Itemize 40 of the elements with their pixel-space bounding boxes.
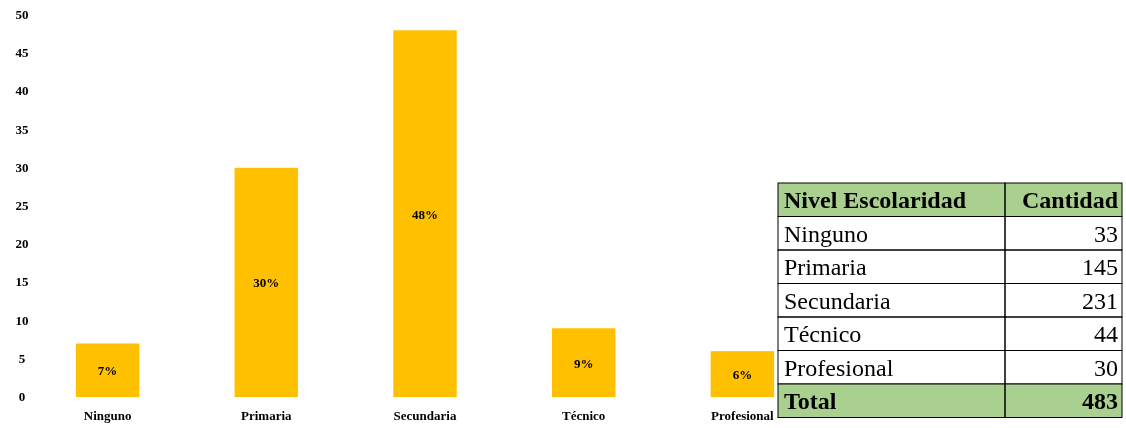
bar [393, 30, 457, 397]
y-tick-label: 50 [15, 7, 29, 22]
data-label: 48% [412, 206, 438, 222]
annotation: Total [784, 388, 837, 414]
data-label: 30% [253, 275, 280, 291]
y-tick-label: 20 [15, 236, 29, 252]
x-tick-label: Ninguno [83, 408, 132, 423]
data-label: 33 [1094, 220, 1118, 247]
bar [75, 343, 140, 397]
data-label: 44 [1094, 321, 1118, 347]
y-tick-label: 15 [15, 274, 29, 290]
x-tick-label: Técnico [562, 408, 606, 423]
data-label: 7% [97, 363, 118, 379]
y-tick-label: 35 [15, 121, 29, 137]
x-tick-label: Secundaria [393, 408, 457, 423]
bar [234, 167, 299, 397]
y-tick-label: 0 [18, 389, 26, 404]
x-tick-label: Primaria [241, 408, 293, 423]
category-label: Ninguno [784, 220, 868, 247]
y-tick-label: 5 [18, 350, 26, 366]
annotation: Nivel Escolaridad [784, 187, 967, 213]
text: 483 [1082, 388, 1118, 414]
y-tick-label: 10 [15, 312, 29, 328]
bar [551, 328, 616, 397]
data-label: 9% [573, 355, 594, 371]
y-tick-label: 30 [15, 159, 29, 175]
y-tick-label: 45 [15, 45, 29, 61]
data-label: 6% [732, 367, 753, 383]
data-label: 30 [1094, 354, 1118, 381]
y-tick-label: 25 [15, 198, 29, 213]
category-label: Secundaria [784, 287, 891, 314]
data-label: 145 [1082, 254, 1118, 280]
category-label: Profesional [784, 354, 894, 381]
text: Cantidad [1021, 187, 1119, 213]
bar [710, 351, 775, 397]
y-tick-label: 40 [15, 83, 29, 99]
x-tick-label: Profesional [711, 408, 775, 423]
data-label: 231 [1082, 287, 1118, 314]
category-label: Técnico [784, 321, 862, 347]
category-label: Primaria [784, 254, 867, 280]
